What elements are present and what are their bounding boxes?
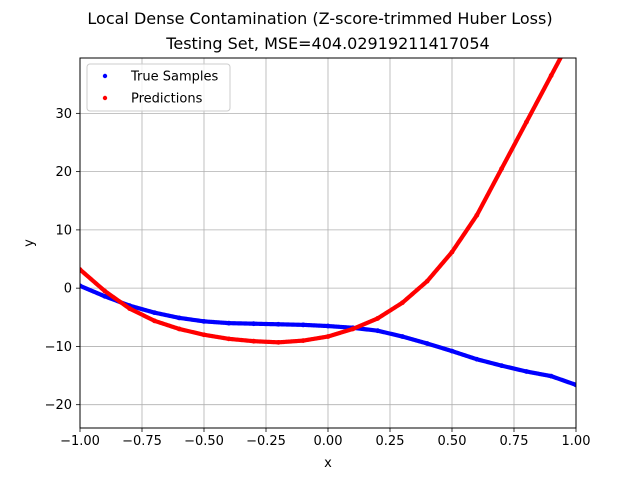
data-point xyxy=(152,318,157,324)
data-point xyxy=(350,326,356,332)
y-tick-label: 0 xyxy=(64,282,72,297)
data-point xyxy=(524,119,529,125)
y-axis: −20 −10 0 10 20 30 xyxy=(45,107,80,413)
series-predictions xyxy=(80,58,563,345)
data-point xyxy=(424,278,430,284)
y-tick-label: 10 xyxy=(55,223,72,238)
data-point xyxy=(251,321,256,327)
x-axis: −1.00 −0.75 −0.50 −0.25 0.00 0.25 0.50 0.75 1.00 xyxy=(60,428,590,449)
y-tick-label: 30 xyxy=(55,107,72,122)
data-point xyxy=(127,306,132,311)
legend-box xyxy=(86,63,231,112)
y-tick-label: −20 xyxy=(45,398,72,413)
data-point xyxy=(300,338,306,343)
x-tick-label: −0.25 xyxy=(246,434,286,449)
legend: True Samples Predictions xyxy=(86,63,231,112)
data-point xyxy=(449,249,455,255)
data-point xyxy=(300,322,306,328)
x-tick-label: 1.00 xyxy=(562,434,591,449)
y-axis-label: y xyxy=(22,239,37,247)
legend-marker-true-samples xyxy=(102,73,108,79)
data-point xyxy=(102,293,108,299)
data-point xyxy=(375,328,380,334)
data-point xyxy=(474,356,480,362)
data-point xyxy=(449,348,455,354)
data-point xyxy=(176,326,182,332)
data-point xyxy=(80,267,83,272)
data-point xyxy=(548,73,554,78)
data-point xyxy=(102,288,108,294)
x-tick-label: −0.75 xyxy=(122,434,162,449)
data-point xyxy=(400,334,405,339)
data-point xyxy=(499,363,504,369)
data-point xyxy=(226,336,232,342)
x-tick-label: 0.50 xyxy=(438,434,467,449)
data-point xyxy=(325,323,331,329)
chart-subtitle: Testing Set, MSE=404.02919211417054 xyxy=(165,34,489,53)
y-tick-label: 20 xyxy=(55,165,72,180)
data-point xyxy=(325,334,331,339)
chart-title: Local Dense Contamination (Z-score-trimm… xyxy=(87,9,552,28)
data-point xyxy=(201,332,207,338)
data-point xyxy=(80,283,83,289)
data-point xyxy=(201,318,207,324)
data-point xyxy=(474,212,480,218)
x-tick-label: 0.00 xyxy=(314,434,343,449)
data-point xyxy=(276,321,281,327)
data-point xyxy=(499,166,504,172)
y-tick-label: −10 xyxy=(45,340,72,355)
series-layer xyxy=(80,58,576,388)
data-point xyxy=(375,316,380,321)
x-tick-label: −1.00 xyxy=(60,434,100,449)
x-axis-label: x xyxy=(324,456,332,471)
data-point xyxy=(176,315,182,321)
data-point xyxy=(548,373,554,379)
legend-label-predictions: Predictions xyxy=(131,92,203,107)
data-point xyxy=(424,341,430,346)
legend-marker-predictions xyxy=(102,95,108,101)
x-tick-label: −0.50 xyxy=(184,434,224,449)
data-point xyxy=(524,369,529,374)
data-point xyxy=(400,300,405,306)
data-point xyxy=(152,310,157,316)
x-tick-label: 0.25 xyxy=(376,434,405,449)
data-point xyxy=(226,320,232,326)
data-point xyxy=(573,382,576,388)
x-tick-label: 0.75 xyxy=(500,434,529,449)
data-point xyxy=(251,338,256,344)
data-point xyxy=(276,339,281,345)
legend-label-true-samples: True Samples xyxy=(130,70,218,85)
